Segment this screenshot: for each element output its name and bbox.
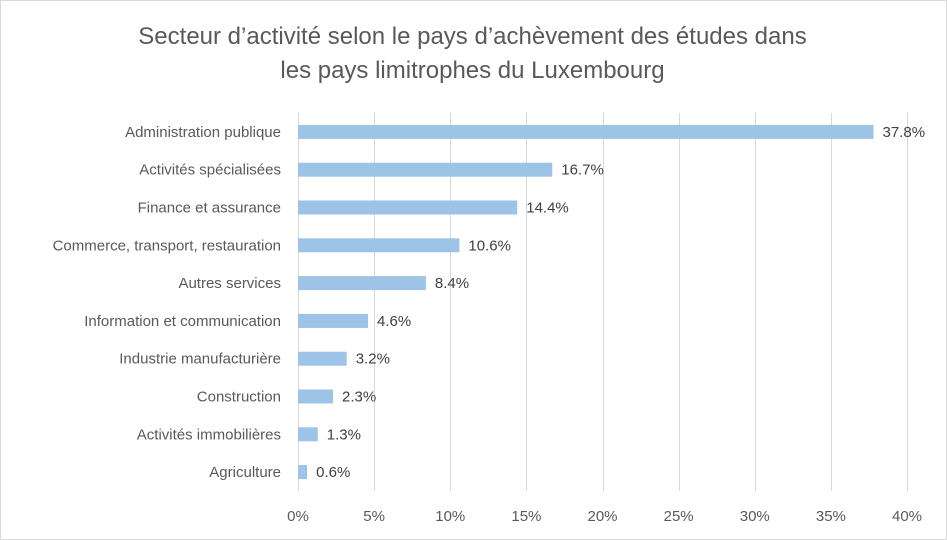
bar	[298, 465, 308, 480]
bar	[298, 124, 874, 139]
bar	[298, 200, 518, 215]
bar	[298, 238, 460, 253]
value-label: 0.6%	[316, 464, 350, 481]
category-label: Agriculture	[209, 464, 281, 481]
x-tick-label: 5%	[363, 508, 385, 525]
chart-title-line1: Secteur d’activité selon le pays d’achèv…	[138, 23, 807, 50]
x-tick-label: 10%	[435, 508, 465, 525]
value-label: 8.4%	[435, 275, 469, 292]
category-labels: Administration publique Activités spécial…	[53, 124, 281, 481]
value-label: 1.3%	[327, 426, 361, 443]
value-label: 14.4%	[526, 200, 569, 217]
value-label: 3.2%	[356, 351, 390, 368]
chart-title: Secteur d’activité selon le pays d’achèv…	[0, 20, 945, 88]
category-label: Activités spécialisées	[139, 162, 281, 179]
value-label: 10.6%	[468, 237, 511, 254]
bar	[298, 351, 347, 366]
bars	[298, 124, 874, 480]
bar	[298, 313, 369, 328]
bar	[298, 276, 426, 291]
x-tick-label: 40%	[892, 508, 922, 525]
value-label: 4.6%	[377, 313, 411, 330]
category-label: Autres services	[178, 275, 281, 292]
x-tick-labels: 0% 5% 10% 15% 20% 25% 30% 35% 40%	[287, 508, 922, 525]
category-label: Activités immobilières	[137, 426, 281, 443]
value-label: 16.7%	[561, 162, 604, 179]
x-tick-label: 35%	[816, 508, 846, 525]
x-tick-label: 0%	[287, 508, 309, 525]
category-label: Information et communication	[84, 313, 281, 330]
category-label: Industrie manufacturière	[119, 351, 281, 368]
bar	[298, 389, 334, 404]
bar	[298, 162, 553, 177]
bar	[298, 427, 318, 442]
value-label: 37.8%	[883, 124, 926, 141]
x-tick-label: 15%	[511, 508, 541, 525]
x-tick-label: 25%	[664, 508, 694, 525]
value-labels: 37.8% 16.7% 14.4% 10.6% 8.4% 4.6% 3.2% 2.3% 1.3%…	[316, 124, 925, 481]
x-tick-label: 30%	[740, 508, 770, 525]
value-label: 2.3%	[342, 389, 376, 406]
category-label: Administration publique	[125, 124, 281, 141]
category-label: Commerce, transport, restauration	[53, 237, 281, 254]
category-label: Finance et assurance	[138, 200, 281, 217]
x-tick-label: 20%	[587, 508, 617, 525]
chart-title-line2: les pays limitrophes du Luxembourg	[280, 57, 665, 84]
category-label: Construction	[197, 389, 281, 406]
